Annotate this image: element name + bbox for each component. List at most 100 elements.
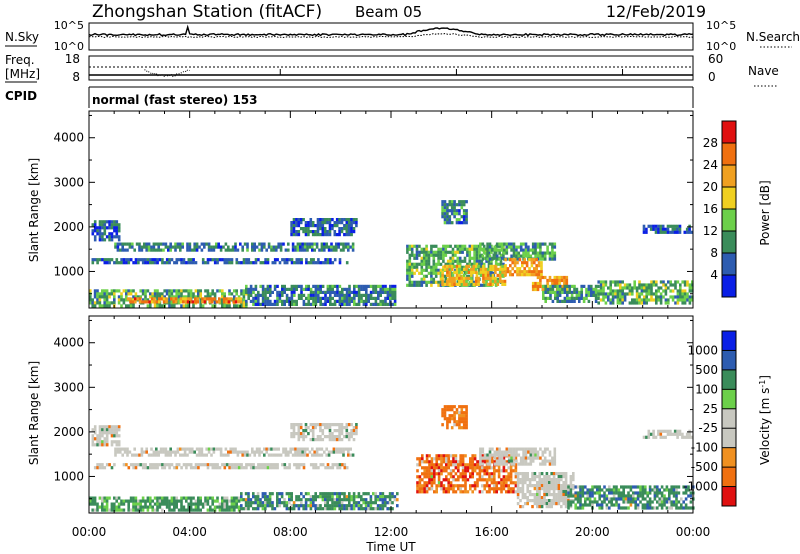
- power-echo-cell: [333, 258, 337, 262]
- velocity-echo-cell: [550, 481, 553, 485]
- velocity-echo-cell: [421, 454, 424, 458]
- velocity-echo-cell: [134, 466, 138, 470]
- power-echo-cell: [647, 286, 651, 290]
- velocity-echo-cell: [240, 498, 243, 502]
- velocity-echo-cell: [447, 481, 450, 485]
- power-echo-cell: [536, 251, 540, 255]
- power-echo-cell: [616, 295, 620, 299]
- velocity-echo-cell: [509, 469, 513, 473]
- power-echo-cell: [261, 287, 265, 291]
- velocity-echo-cell: [483, 466, 486, 470]
- velocity-echo-cell: [461, 475, 465, 479]
- velocity-echo-cell: [488, 462, 492, 466]
- velocity-echo-cell: [459, 484, 462, 488]
- power-echo-cell: [439, 256, 443, 260]
- velocity-echo-cell: [449, 481, 453, 485]
- velocity-echo-cell: [211, 496, 214, 500]
- power-echo-cell: [451, 250, 455, 254]
- power-echo-cell: [266, 284, 270, 288]
- power-echo-cell: [460, 203, 464, 207]
- velocity-echo-cell: [600, 494, 604, 498]
- power-echo-cell: [480, 259, 484, 263]
- power-echo-cell: [463, 244, 467, 248]
- velocity-echo-cell: [301, 450, 304, 454]
- power-echo-cell: [580, 296, 583, 300]
- power-echo-cell: [211, 292, 214, 296]
- velocity-echo-cell: [129, 508, 133, 512]
- velocity-echo-cell: [418, 487, 422, 491]
- velocity-echo-cell: [336, 495, 339, 499]
- velocity-echo-cell: [98, 440, 102, 444]
- power-echo-cell: [150, 245, 153, 249]
- power-echo-cell: [156, 289, 159, 293]
- velocity-echo-cell: [461, 490, 465, 494]
- velocity-echo-cell: [316, 504, 320, 508]
- velocity-echo-cell: [348, 495, 351, 499]
- velocity-echo-cell: [514, 484, 518, 488]
- velocity-echo-cell: [235, 502, 238, 506]
- velocity-echo-cell: [648, 485, 652, 489]
- power-echo-cell: [474, 264, 478, 268]
- velocity-echo-cell: [110, 508, 114, 512]
- power-echo-cell: [224, 248, 228, 252]
- power-echo-cell: [350, 290, 354, 294]
- velocity-echo-cell: [381, 495, 385, 499]
- velocity-echo-cell: [460, 420, 464, 424]
- velocity-echo-cell: [177, 463, 181, 467]
- velocity-echo-cell: [265, 450, 268, 454]
- velocity-echo-cell: [516, 502, 520, 506]
- velocity-echo-cell: [340, 423, 344, 427]
- power-echo-cell: [551, 284, 555, 288]
- power-echo-cell: [194, 297, 197, 301]
- velocity-echo-cell: [605, 503, 609, 507]
- velocity-echo-cell: [333, 501, 337, 505]
- power-echo-cell: [127, 292, 130, 296]
- velocity-echo-cell: [596, 503, 599, 507]
- power-echo-cell: [425, 259, 428, 263]
- power-echo-cell: [408, 259, 412, 263]
- velocity-echo-cell: [646, 491, 649, 495]
- velocity-echo-cell: [186, 447, 189, 451]
- power-echo-cell: [554, 296, 557, 300]
- velocity-echo-cell: [347, 438, 351, 442]
- velocity-echo-cell: [433, 457, 436, 461]
- velocity-echo-cell: [362, 507, 365, 511]
- velocity-echo-cell: [170, 508, 174, 512]
- velocity-echo-cell: [185, 508, 188, 512]
- velocity-echo-cell: [567, 506, 570, 510]
- velocity-echo-cell: [488, 475, 491, 479]
- velocity-echo-cell: [283, 463, 287, 467]
- velocity-echo-cell: [240, 504, 243, 508]
- velocity-echo-cell: [258, 453, 261, 457]
- velocity-echo-cell: [581, 491, 585, 495]
- power-echo-cell: [343, 299, 346, 303]
- velocity-echo-cell: [462, 414, 466, 418]
- power-echo-cell: [146, 289, 150, 293]
- power-echo-cell: [302, 293, 306, 297]
- power-echo-cell: [427, 256, 431, 260]
- power-echo-cell: [462, 273, 466, 277]
- velocity-echo-cell: [168, 463, 171, 467]
- power-echo-cell: [193, 245, 196, 249]
- power-echo-cell: [534, 284, 537, 289]
- velocity-echo-cell: [216, 466, 219, 470]
- power-echo-cell: [525, 261, 529, 265]
- velocity-echo-cell: [115, 428, 119, 432]
- velocity-echo-cell: [291, 453, 295, 457]
- velocity-echo-cell: [170, 463, 174, 467]
- power-echo-cell: [281, 258, 284, 262]
- velocity-echo-cell: [490, 475, 494, 479]
- power-echo-cell: [448, 203, 452, 207]
- power-echo-cell: [408, 283, 412, 287]
- power-echo-cell: [506, 267, 510, 271]
- velocity-echo-cell: [550, 493, 553, 497]
- velocity-echo-cell: [156, 463, 159, 467]
- power-echo-cell: [468, 262, 472, 266]
- velocity-echo-cell: [113, 502, 116, 506]
- power-echo-cell: [157, 242, 160, 246]
- power-echo-cell: [386, 290, 390, 294]
- velocity-echo-cell: [254, 498, 257, 502]
- power-echo-cell: [314, 230, 317, 234]
- power-echo-cell: [491, 248, 494, 252]
- velocity-echo-cell: [101, 440, 104, 444]
